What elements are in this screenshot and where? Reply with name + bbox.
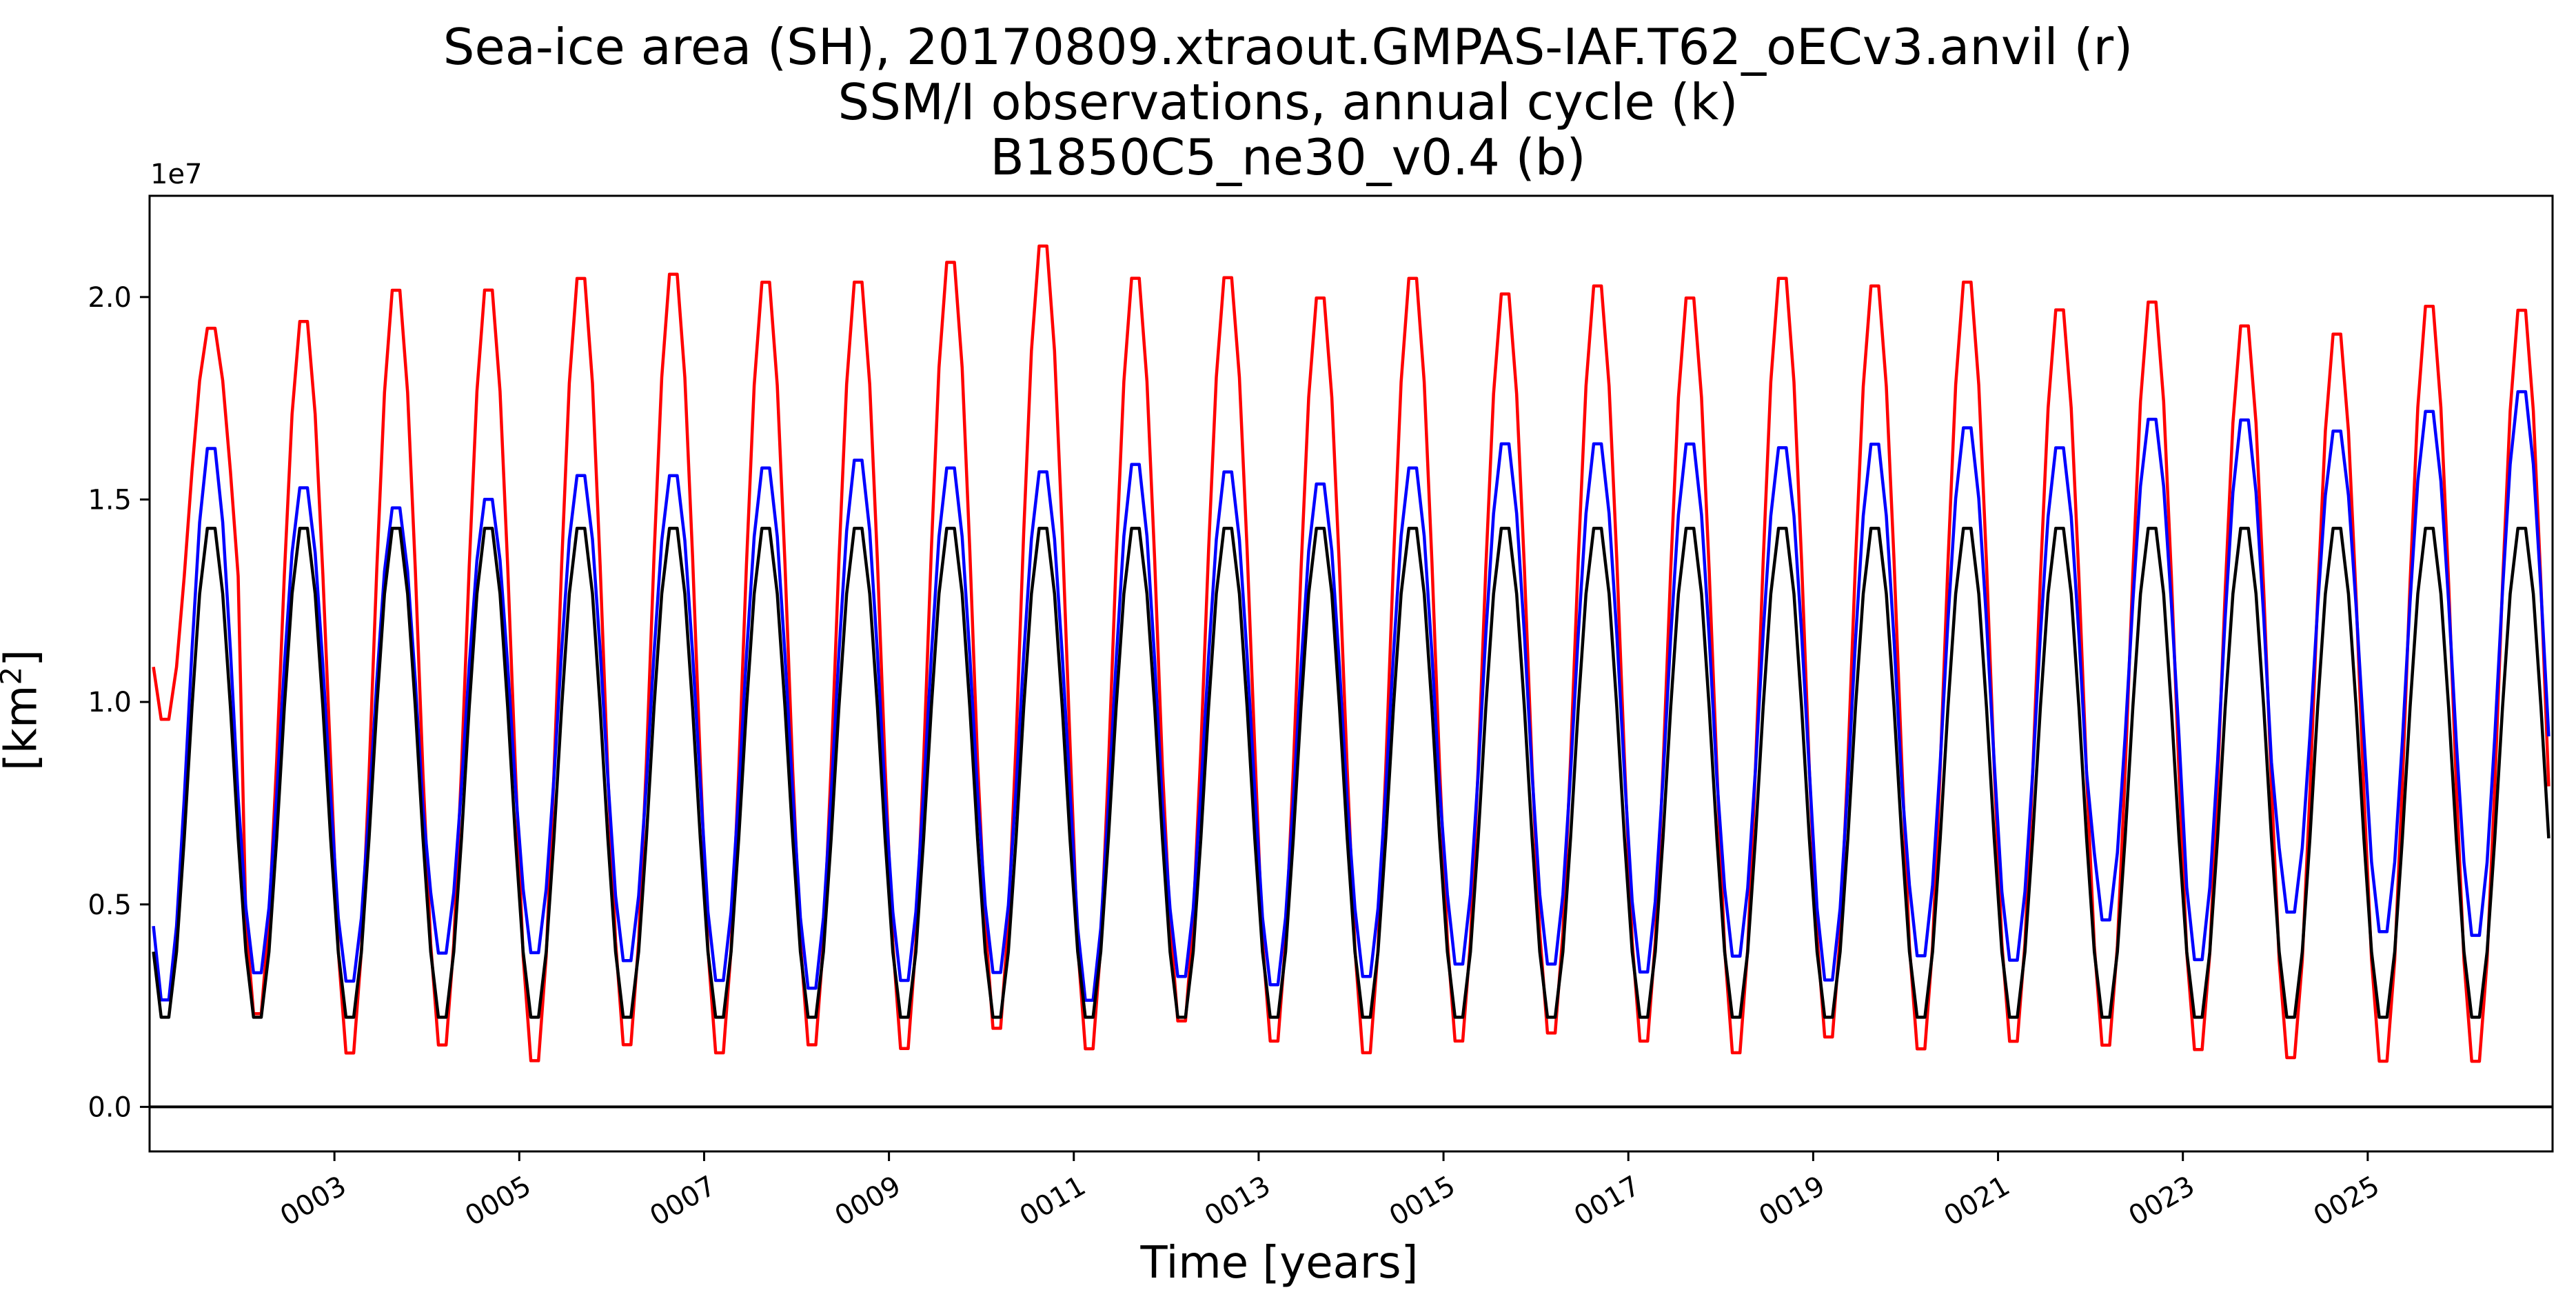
y-tick-label: 1.5	[88, 484, 132, 516]
y-offset-text: 1e7	[150, 159, 203, 190]
x-axis-label: Time [years]	[1140, 1238, 1419, 1289]
y-axis-label: [km2]	[0, 649, 48, 771]
chart-title-line-2: SSM/I observations, annual cycle (k)	[838, 73, 1738, 131]
x-tick-label: 0011	[1015, 1170, 1091, 1233]
chart-title-line-3: B1850C5_ne30_v0.4 (b)	[990, 128, 1586, 186]
x-tick-label: 0003	[275, 1170, 352, 1233]
x-tick-label: 0021	[1938, 1170, 2015, 1233]
y-axis-label-close: ]	[0, 649, 48, 667]
x-tick-label: 0025	[2309, 1170, 2385, 1233]
chart-title-line-1: Sea-ice area (SH), 20170809.xtraout.GMPA…	[443, 18, 2133, 76]
x-tick-label: 0015	[1384, 1170, 1461, 1233]
x-tick-label: 0017	[1569, 1170, 1645, 1233]
y-tick-label: 1.0	[88, 687, 132, 718]
x-tick-label: 0013	[1199, 1170, 1276, 1233]
y-tick-label: 2.0	[88, 282, 132, 314]
y-tick-label: 0.5	[88, 889, 132, 921]
x-tick-label: 0019	[1754, 1170, 1830, 1233]
x-tick-label: 0009	[829, 1170, 906, 1233]
series-line-1	[152, 390, 2550, 1002]
series-line-0	[152, 244, 2550, 1063]
y-tick-label: 0.0	[88, 1091, 132, 1123]
x-tick-label: 0005	[460, 1170, 536, 1233]
plot-frame	[148, 194, 2554, 1153]
x-tick-label: 0007	[645, 1170, 721, 1233]
y-axis-label-base: [km	[0, 685, 48, 772]
y-axis-label-superscript: 2	[0, 667, 28, 685]
x-tick-label: 0023	[2124, 1170, 2200, 1233]
series-line-2	[152, 527, 2550, 1019]
series-group	[152, 244, 2550, 1063]
